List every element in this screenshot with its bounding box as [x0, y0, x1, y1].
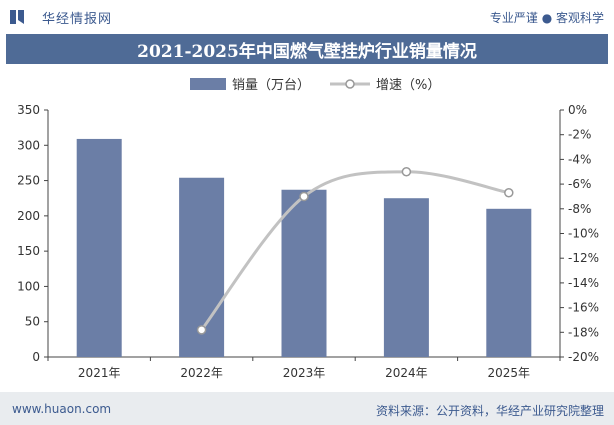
y-left-tick-label: 0 [32, 350, 40, 364]
growth-rate-point [299, 191, 309, 202]
y-right-tick-label: 0% [568, 103, 587, 117]
brand: 华经情报网 [10, 7, 112, 27]
y-left-tick-label: 100 [17, 279, 40, 293]
growth-rate-point [196, 325, 207, 335]
y-left-tick-label: 50 [25, 315, 40, 329]
footer-url: www.huaon.com [12, 402, 112, 416]
y-left-tick-label: 300 [17, 138, 40, 152]
y-right-tick-label: -18% [568, 325, 599, 339]
bar-2021年 [76, 138, 122, 357]
y-left-tick-label: 150 [17, 244, 40, 258]
y-right-tick-label: -20% [568, 350, 599, 364]
footer: www.huaon.com 资料来源：公开资料，华经产业研究院整理 [0, 392, 614, 425]
chart-title: 2021-2025年中国燃气壁挂炉行业销量情况 [137, 41, 477, 62]
y-left-tick-label: 200 [17, 209, 40, 223]
x-tick-label: 2024年 [385, 366, 428, 380]
legend-bar-label: 销量（万台） [232, 78, 310, 93]
chart: 0 50 100 150 200 250 300 350 -20% -18% -16% -14% -12… [17, 78, 599, 380]
growth-rate-line [200, 170, 510, 331]
legend-line-label: 增速（%） [376, 78, 440, 93]
bar-2025年 [486, 208, 532, 357]
y-right-tick-label: -2% [568, 128, 591, 142]
title-bar: 2021-2025年中国燃气壁挂炉行业销量情况 [6, 34, 608, 64]
brand-logo-icon [10, 10, 24, 24]
x-tick-label: 2021年 [78, 366, 121, 380]
top-bar: 华经情报网 专业严谨 ● 客观科学 [0, 0, 614, 34]
bar-2024年 [383, 198, 429, 357]
y-right-tick-label: -4% [568, 152, 591, 166]
y-right-tick-label: -6% [568, 177, 591, 191]
y-right-tick-label: -14% [568, 276, 599, 290]
brand-name: 华经情报网 [42, 11, 113, 27]
x-tick-label: 2022年 [180, 366, 223, 380]
y-right-tick-label: -10% [568, 227, 599, 241]
y-left-tick-label: 350 [17, 103, 40, 117]
growth-rate-point [401, 167, 412, 177]
footer-source: 资料来源：公开资料，华经产业研究院整理 [375, 404, 604, 418]
growth-rate-point [504, 187, 514, 198]
legend-bar-swatch [190, 78, 226, 90]
legend-line-marker [345, 79, 355, 89]
slogan: 专业严谨 ● 客观科学 [489, 11, 604, 25]
x-tick-label: 2025年 [488, 366, 531, 380]
y-right-tick-label: -8% [568, 202, 591, 216]
x-tick-label: 2023年 [283, 366, 326, 380]
y-right-tick-label: -16% [568, 301, 599, 315]
y-left-tick-label: 250 [17, 174, 40, 188]
bar-2023年 [281, 189, 327, 357]
y-right-tick-label: -12% [568, 251, 599, 265]
